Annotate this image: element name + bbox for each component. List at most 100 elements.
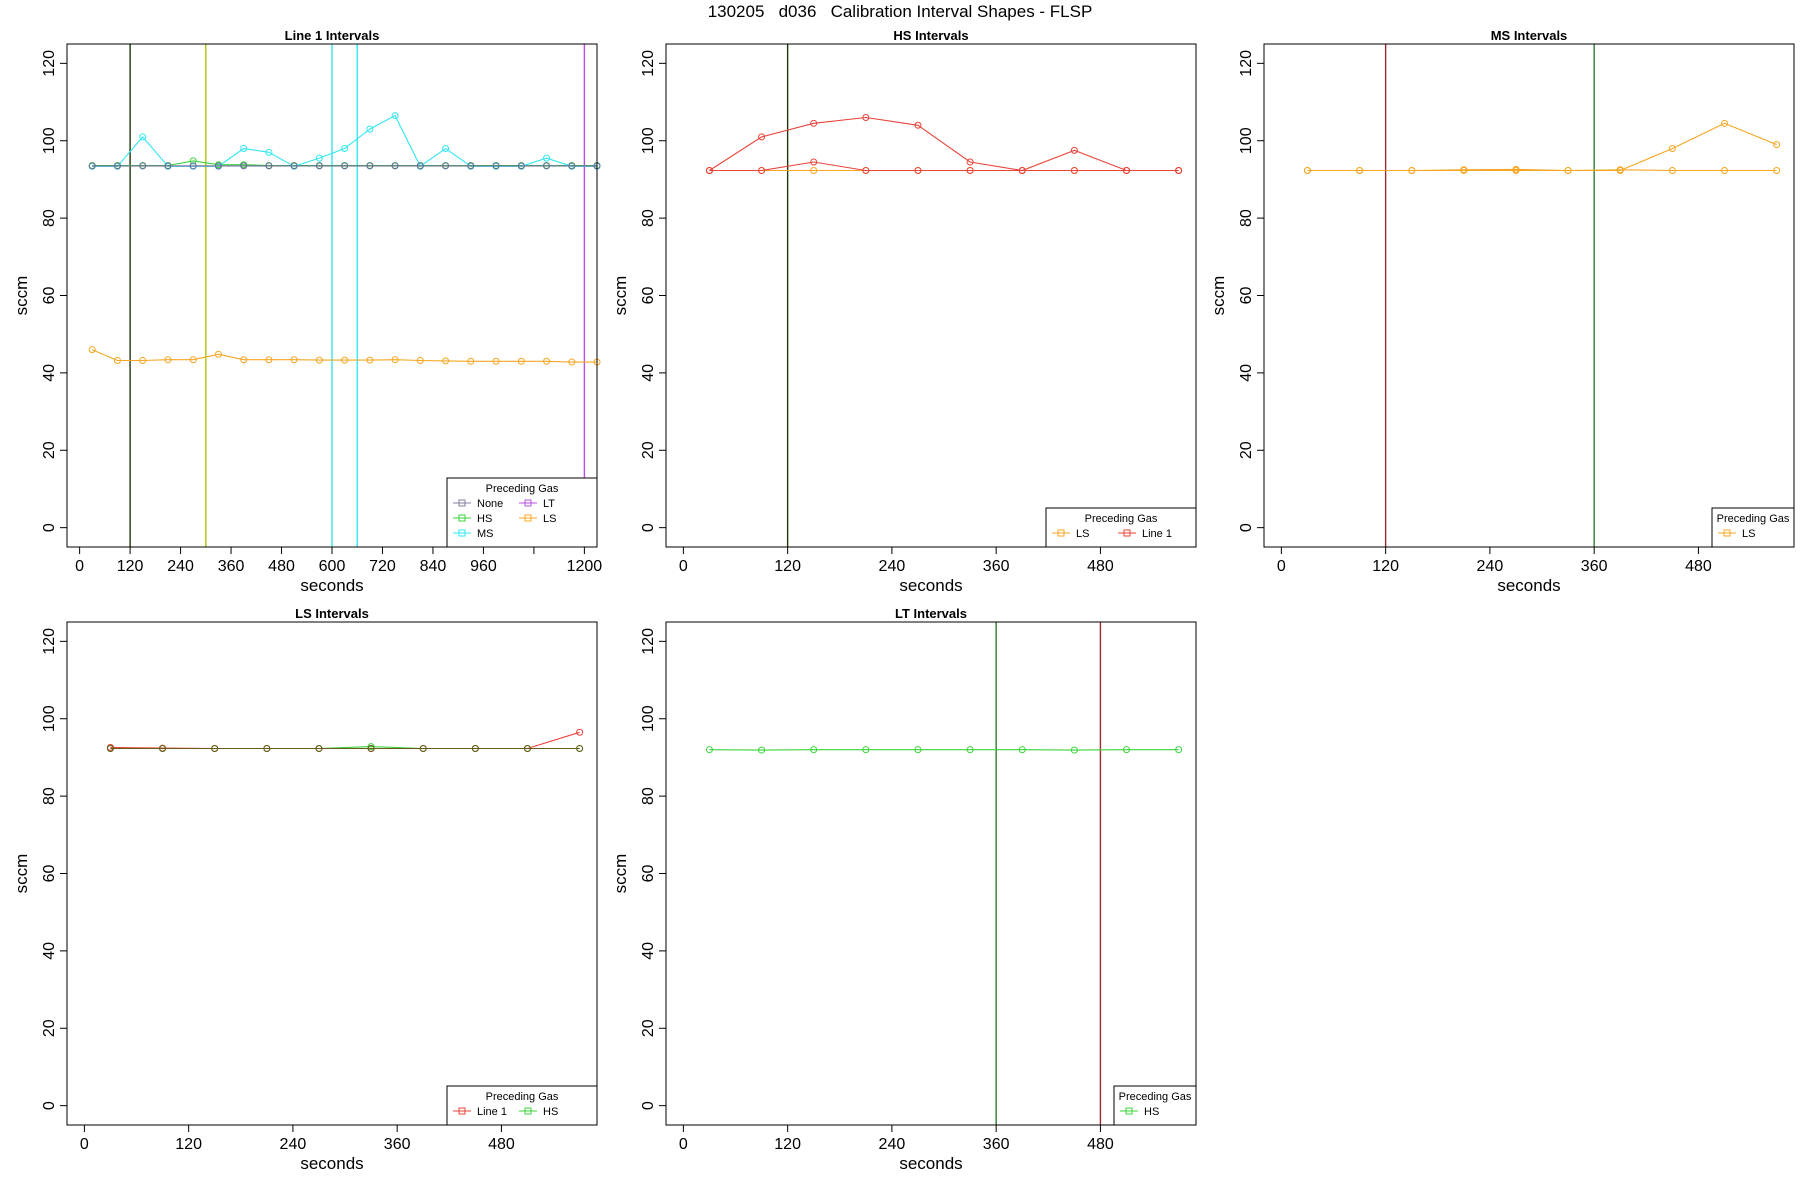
panel-title: LT Intervals — [895, 606, 967, 621]
x-tick-label: 360 — [218, 558, 245, 575]
data-point — [416, 357, 424, 365]
data-point — [366, 162, 374, 170]
data-point — [1070, 167, 1078, 175]
data-point — [442, 144, 450, 152]
legend-swatch-marker — [458, 1107, 466, 1115]
data-point — [315, 356, 323, 364]
legend-swatch-marker — [1123, 529, 1131, 537]
legend-entry-label: Line 1 — [477, 1106, 507, 1118]
data-point — [106, 745, 114, 753]
legend-title: Preceding Gas — [486, 483, 559, 495]
data-point — [914, 121, 922, 129]
legend-entry-label: LS — [543, 513, 556, 525]
data-point — [1356, 167, 1364, 175]
x-tick-label: 0 — [679, 1136, 688, 1153]
y-tick-label: 40 — [640, 364, 657, 382]
data-point — [1564, 167, 1572, 175]
series-line — [110, 731, 580, 750]
data-point — [862, 746, 870, 754]
data-point — [164, 162, 172, 170]
data-point — [341, 162, 349, 170]
data-point — [517, 162, 525, 170]
data-point — [543, 154, 551, 162]
data-point — [265, 162, 273, 170]
x-tick-label: 240 — [879, 1136, 906, 1153]
data-point — [214, 350, 222, 358]
legend-swatch-marker — [1125, 1107, 1133, 1115]
data-point — [290, 162, 298, 170]
chart-panel-4: LS Intervals 0 120 240 360 480 0 20 40 60 80 100 120… — [12, 606, 598, 1173]
data-point — [113, 162, 121, 170]
data-point — [1616, 167, 1624, 175]
data-point — [1122, 746, 1130, 754]
data-point — [240, 144, 248, 152]
x-tick-label: 120 — [117, 558, 144, 575]
y-tick-label: 100 — [41, 127, 58, 154]
series-line — [1307, 122, 1777, 172]
data-point — [265, 356, 273, 364]
y-tick-label: 120 — [41, 50, 58, 77]
y-axis-label: sccm — [12, 854, 31, 894]
data-point — [315, 745, 323, 753]
legend: Preceding Gas LS — [1711, 507, 1795, 548]
data-point — [1070, 746, 1078, 754]
data-point — [576, 745, 584, 753]
legend: Preceding Gas LS Line 1 — [1045, 507, 1197, 548]
data-point — [492, 357, 500, 365]
x-tick-label: 120 — [774, 558, 801, 575]
legend-box — [1113, 1085, 1197, 1126]
data-point — [1512, 167, 1520, 175]
y-tick-label: 20 — [640, 1019, 657, 1037]
data-point — [1720, 119, 1728, 127]
data-point — [758, 167, 766, 175]
x-tick-label: 960 — [470, 558, 497, 575]
series-line — [91, 349, 597, 363]
y-tick-label: 60 — [1238, 287, 1255, 305]
chart-panel-2: HS Intervals 0 120 240 360 480 0 20 40 60 80 100 120… — [611, 28, 1197, 595]
y-tick-label: 60 — [41, 865, 58, 883]
data-point — [367, 743, 375, 751]
legend: Preceding Gas None LT HS LS MS — [446, 477, 598, 548]
x-tick-label: 720 — [369, 558, 396, 575]
data-point — [1070, 146, 1078, 154]
y-tick-label: 60 — [640, 865, 657, 883]
data-point — [1018, 746, 1026, 754]
legend-title: Preceding Gas — [1085, 513, 1158, 525]
x-tick-label: 240 — [167, 558, 194, 575]
data-point — [467, 357, 475, 365]
data-point — [113, 357, 121, 365]
y-tick-label: 20 — [1238, 441, 1255, 459]
y-tick-label: 80 — [640, 209, 657, 227]
x-axis-label: seconds — [300, 1154, 363, 1173]
data-point — [1773, 167, 1781, 175]
legend-swatch-marker — [458, 514, 466, 522]
legend: Preceding Gas HS — [1113, 1085, 1197, 1126]
y-axis-label: sccm — [12, 276, 31, 316]
data-point — [810, 746, 818, 754]
legend-box — [446, 477, 598, 548]
y-axis-label: sccm — [611, 854, 630, 894]
data-point — [416, 162, 424, 170]
y-tick-label: 40 — [1238, 364, 1255, 382]
data-point — [442, 357, 450, 365]
legend-entry-label: HS — [477, 513, 492, 525]
data-point — [966, 167, 974, 175]
legend-swatch-marker — [1057, 529, 1065, 537]
data-point — [576, 728, 584, 736]
legend-box — [1711, 507, 1795, 548]
data-point — [315, 154, 323, 162]
panel-title: MS Intervals — [1491, 28, 1568, 43]
data-point — [442, 162, 450, 170]
legend-box — [1045, 507, 1197, 548]
x-tick-label: 240 — [1477, 558, 1504, 575]
y-tick-label: 0 — [640, 523, 657, 532]
data-point — [523, 745, 531, 753]
data-point — [492, 162, 500, 170]
chart-panel-5: LT Intervals 0 120 240 360 480 0 20 40 60 80 100 120… — [611, 606, 1197, 1173]
plot-frame — [665, 621, 1197, 1126]
x-tick-label: 0 — [75, 558, 84, 575]
x-tick-label: 360 — [983, 558, 1010, 575]
y-tick-label: 120 — [640, 628, 657, 655]
panel-title: Line 1 Intervals — [285, 28, 380, 43]
